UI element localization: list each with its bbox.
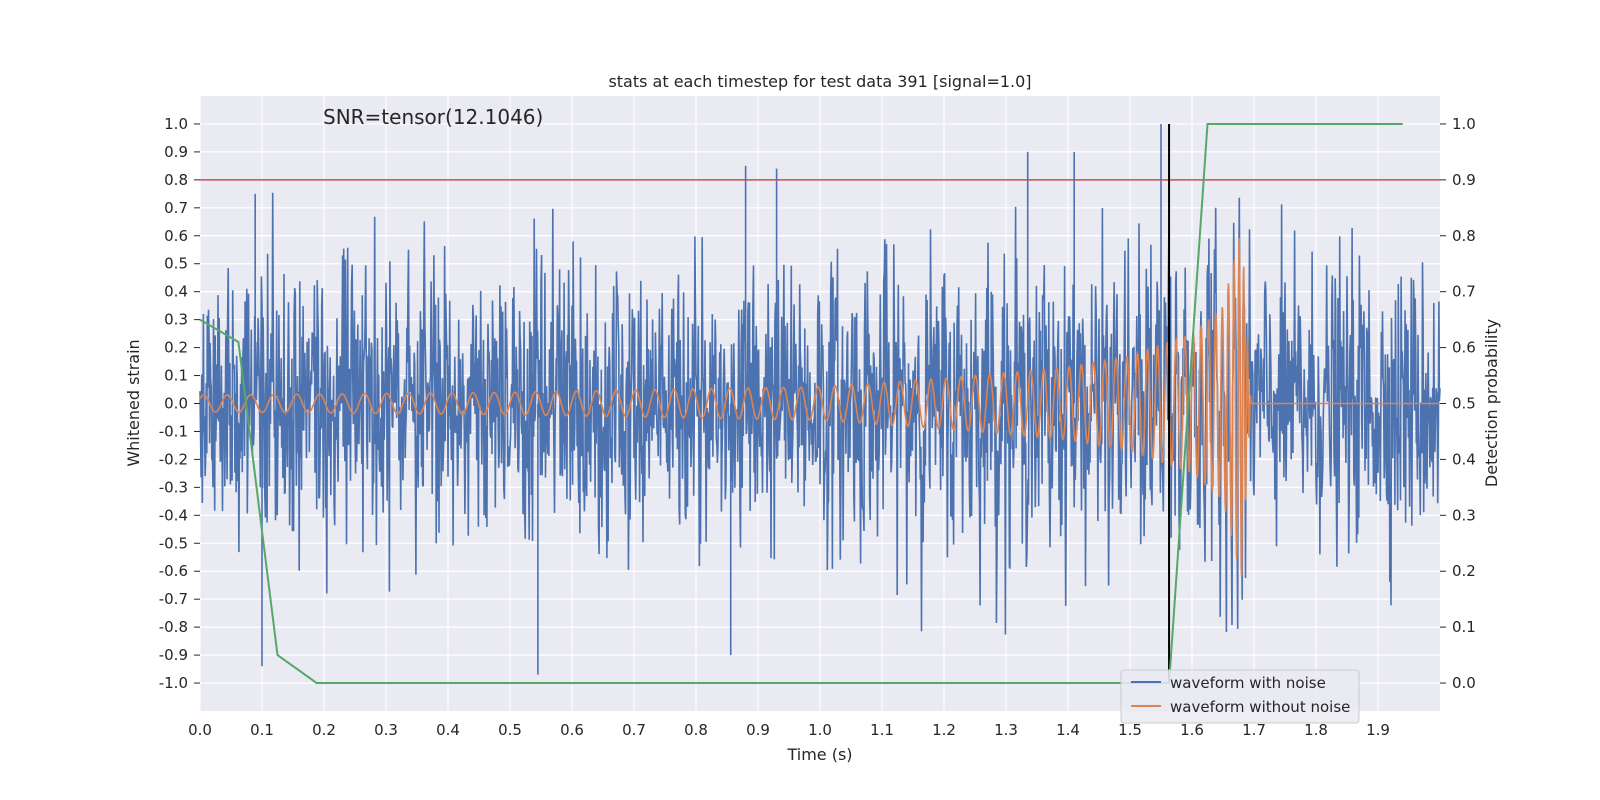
y-tick-label: -0.5 xyxy=(159,534,188,552)
legend: waveform with noise waveform without noi… xyxy=(1120,669,1360,724)
y-tick-label: -0.3 xyxy=(159,478,188,496)
y2-axis-label: Detection probability xyxy=(1482,319,1501,487)
x-tick-label: 0.5 xyxy=(498,721,522,739)
x-axis-label: Time (s) xyxy=(786,745,852,764)
y-tick-label: -0.4 xyxy=(159,506,188,524)
y-tick-label: 0.3 xyxy=(164,311,188,329)
x-tick-label: 1.9 xyxy=(1366,721,1390,739)
y-tick-label: -1.0 xyxy=(159,674,188,692)
y-tick-label: 0.1 xyxy=(164,367,188,385)
snr-annotation: SNR=tensor(12.1046) xyxy=(323,105,543,129)
x-tick-label: 0.4 xyxy=(436,721,460,739)
x-tick-label: 1.1 xyxy=(870,721,894,739)
y2-tick-label: 0.1 xyxy=(1452,618,1476,636)
legend-label-clean: waveform without noise xyxy=(1170,698,1350,716)
x-tick-label: 0.1 xyxy=(250,721,274,739)
y-tick-label: 0.9 xyxy=(164,143,188,161)
y2-tick-label: 0.3 xyxy=(1452,506,1476,524)
x-tick-label: 1.7 xyxy=(1242,721,1266,739)
y2-tick-label: 0.8 xyxy=(1452,227,1476,245)
x-tick-label: 0.8 xyxy=(684,721,708,739)
y2-tick-label: 0.9 xyxy=(1452,171,1476,189)
x-tick-label: 1.5 xyxy=(1118,721,1142,739)
y-tick-label: -0.9 xyxy=(159,646,188,664)
y-tick-label: -0.7 xyxy=(159,590,188,608)
x-tick-label: 1.8 xyxy=(1304,721,1328,739)
y2-tick-label: 0.6 xyxy=(1452,339,1476,357)
x-tick-label: 1.0 xyxy=(808,721,832,739)
chart-title: stats at each timestep for test data 391… xyxy=(608,72,1031,91)
y-tick-label: 0.2 xyxy=(164,339,188,357)
y-tick-label: 0.7 xyxy=(164,199,188,217)
x-tick-label: 0.9 xyxy=(746,721,770,739)
x-tick-label: 1.4 xyxy=(1056,721,1080,739)
y2-tick-label: 0.7 xyxy=(1452,283,1476,301)
y-tick-label: 1.0 xyxy=(164,115,188,133)
legend-box xyxy=(1120,669,1360,724)
x-tick-label: 1.3 xyxy=(994,721,1018,739)
series-layer xyxy=(199,123,1441,684)
y-tick-label: -0.8 xyxy=(159,618,188,636)
y2-tick-label: 0.2 xyxy=(1452,562,1476,580)
y2-tick-label: 0.0 xyxy=(1452,674,1476,692)
y-tick-label: 0.5 xyxy=(164,255,188,273)
x-tick-label: 0.0 xyxy=(188,721,212,739)
ticks-layer: 0.0 0.1 0.2 0.3 0.4 0.5 0.6 0.7 0.8 0.9 1.0 1.1 1.2 1… xyxy=(159,115,1476,739)
y2-tick-label: 1.0 xyxy=(1452,115,1476,133)
series-detection-probability xyxy=(199,123,1403,684)
legend-label-noise: waveform with noise xyxy=(1170,674,1326,692)
x-tick-label: 0.3 xyxy=(374,721,398,739)
y-tick-label: 0.0 xyxy=(164,395,188,413)
y-tick-label: -0.6 xyxy=(159,562,188,580)
x-tick-label: 0.6 xyxy=(560,721,584,739)
y-tick-label: 0.4 xyxy=(164,283,188,301)
y2-tick-label: 0.4 xyxy=(1452,450,1476,468)
y-tick-label: -0.2 xyxy=(159,450,188,468)
y-tick-label: 0.6 xyxy=(164,227,188,245)
x-tick-label: 1.2 xyxy=(932,721,956,739)
y2-tick-label: 0.5 xyxy=(1452,395,1476,413)
y-axis-label: Whitened strain xyxy=(124,339,143,466)
y-tick-label: 0.8 xyxy=(164,171,188,189)
x-tick-label: 0.7 xyxy=(622,721,646,739)
series-waveform-without-noise xyxy=(199,237,1440,577)
y-tick-label: -0.1 xyxy=(159,422,188,440)
x-tick-label: 0.2 xyxy=(312,721,336,739)
x-tick-label: 1.6 xyxy=(1180,721,1204,739)
